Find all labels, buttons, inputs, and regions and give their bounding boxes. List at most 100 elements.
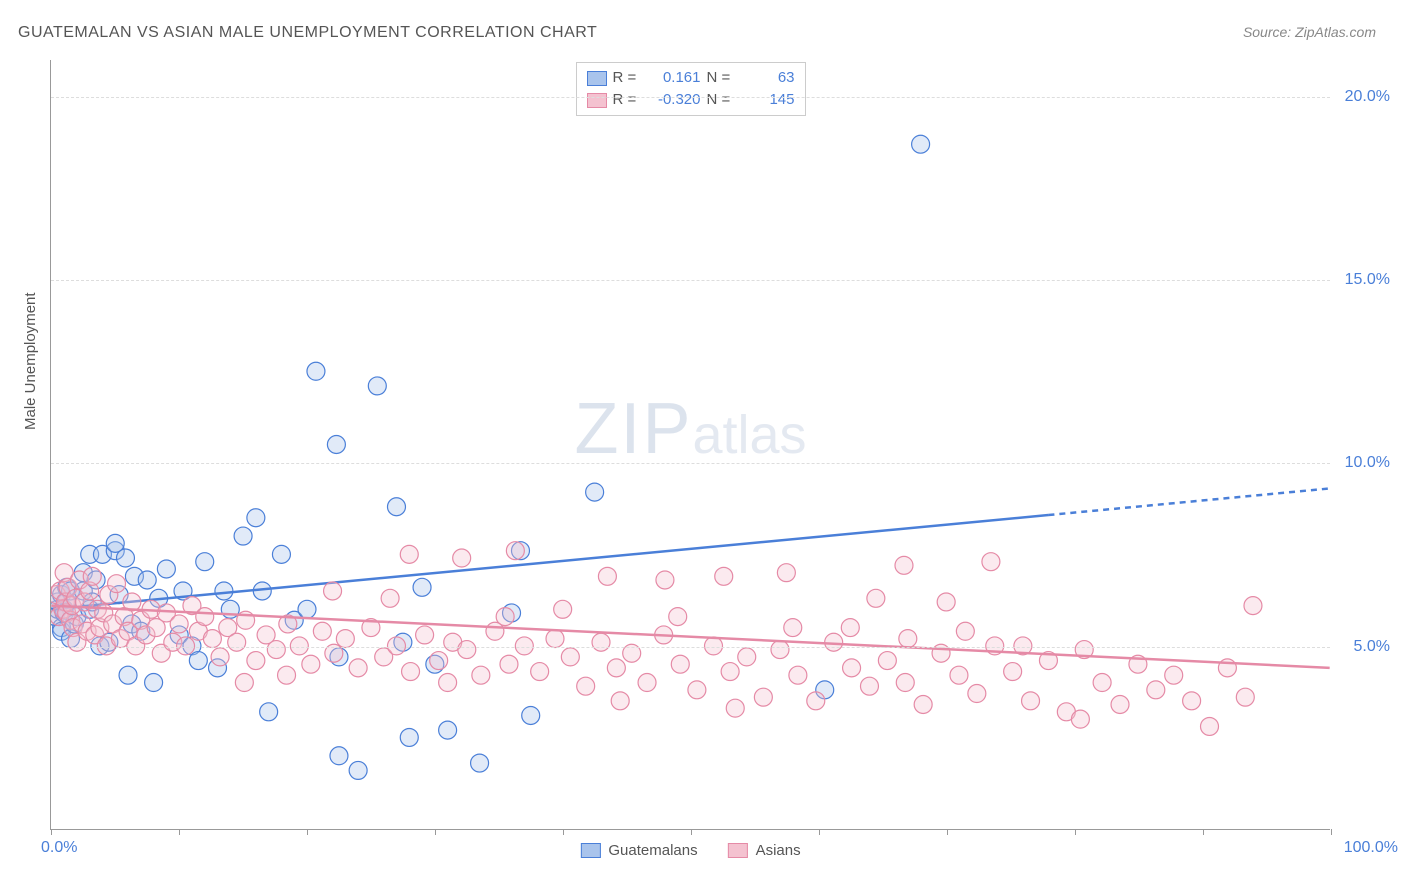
- data-point-asians: [108, 575, 126, 593]
- data-point-guatemalans: [100, 633, 118, 651]
- data-point-asians: [453, 549, 471, 567]
- data-point-asians: [83, 567, 101, 585]
- data-point-guatemalans: [174, 582, 192, 600]
- data-point-asians: [1111, 696, 1129, 714]
- gridline: [51, 97, 1330, 98]
- data-point-guatemalans: [816, 681, 834, 699]
- data-point-guatemalans: [51, 608, 64, 626]
- data-point-asians: [349, 659, 367, 677]
- series-legend: GuatemalansAsians: [580, 842, 800, 859]
- data-point-asians: [62, 611, 80, 629]
- data-point-asians: [841, 619, 859, 637]
- data-point-asians: [68, 633, 86, 651]
- data-point-asians: [1039, 652, 1057, 670]
- data-point-guatemalans: [106, 534, 124, 552]
- data-point-asians: [147, 619, 165, 637]
- data-point-guatemalans: [400, 728, 418, 746]
- data-point-guatemalans: [234, 527, 252, 545]
- x-tick: [947, 829, 948, 835]
- data-point-asians: [1244, 597, 1262, 615]
- legend-swatch-asians: [728, 843, 748, 858]
- data-point-asians: [400, 545, 418, 563]
- data-point-asians: [381, 589, 399, 607]
- data-point-guatemalans: [81, 545, 99, 563]
- legend-label-asians: Asians: [756, 842, 801, 859]
- legend-swatch-guatemalans: [587, 71, 607, 86]
- data-point-guatemalans: [330, 747, 348, 765]
- data-point-asians: [638, 674, 656, 692]
- data-point-asians: [302, 655, 320, 673]
- correlation-legend: R =0.161N =63R =-0.320N =145: [576, 62, 806, 116]
- data-point-asians: [1183, 692, 1201, 710]
- y-tick-label: 20.0%: [1345, 88, 1390, 106]
- data-point-asians: [51, 582, 69, 600]
- data-point-asians: [257, 626, 275, 644]
- data-point-asians: [607, 659, 625, 677]
- data-point-asians: [1093, 674, 1111, 692]
- data-point-asians: [688, 681, 706, 699]
- data-point-asians: [100, 586, 118, 604]
- regression-line-asians: [51, 606, 1329, 668]
- data-point-asians: [430, 652, 448, 670]
- data-point-guatemalans: [285, 611, 303, 629]
- data-point-asians: [137, 626, 155, 644]
- data-point-guatemalans: [368, 377, 386, 395]
- data-point-asians: [721, 663, 739, 681]
- data-point-asians: [1129, 655, 1147, 673]
- data-point-asians: [324, 582, 342, 600]
- data-point-guatemalans: [215, 582, 233, 600]
- legend-swatch-asians: [587, 93, 607, 108]
- data-point-guatemalans: [62, 582, 80, 600]
- data-point-guatemalans: [912, 135, 930, 153]
- x-tick: [179, 829, 180, 835]
- data-point-guatemalans: [511, 542, 529, 560]
- gridline: [51, 280, 1330, 281]
- legend-swatch-guatemalans: [580, 843, 600, 858]
- data-point-asians: [968, 685, 986, 703]
- data-point-asians: [506, 542, 524, 560]
- data-point-asians: [878, 652, 896, 670]
- data-point-guatemalans: [196, 553, 214, 571]
- data-point-guatemalans: [260, 703, 278, 721]
- data-point-asians: [278, 666, 296, 684]
- watermark: ZIPatlas: [574, 388, 806, 470]
- data-point-asians: [777, 564, 795, 582]
- data-point-guatemalans: [87, 571, 105, 589]
- data-point-asians: [860, 677, 878, 695]
- y-tick-label: 10.0%: [1345, 454, 1390, 472]
- chart-container: GUATEMALAN VS ASIAN MALE UNEMPLOYMENT CO…: [0, 0, 1406, 892]
- data-point-asians: [486, 622, 504, 640]
- legend-row-guatemalans: R =0.161N =63: [587, 67, 795, 89]
- data-point-asians: [1022, 692, 1040, 710]
- data-point-asians: [598, 567, 616, 585]
- data-point-asians: [895, 556, 913, 574]
- scatter-svg-layer: [51, 60, 1330, 829]
- data-point-guatemalans: [116, 549, 134, 567]
- data-point-asians: [81, 582, 99, 600]
- x-tick: [435, 829, 436, 835]
- data-point-asians: [183, 597, 201, 615]
- n-label: N =: [707, 67, 737, 89]
- data-point-guatemalans: [272, 545, 290, 563]
- data-point-guatemalans: [123, 615, 141, 633]
- data-point-asians: [237, 611, 255, 629]
- data-point-guatemalans: [387, 498, 405, 516]
- data-point-guatemalans: [83, 593, 101, 611]
- n-value: 145: [743, 89, 795, 111]
- data-point-guatemalans: [119, 666, 137, 684]
- regression-line-guatemalans: [51, 515, 1048, 609]
- data-point-asians: [313, 622, 331, 640]
- data-point-guatemalans: [93, 545, 111, 563]
- data-point-asians: [170, 615, 188, 633]
- data-point-asians: [950, 666, 968, 684]
- data-point-guatemalans: [58, 593, 76, 611]
- y-tick-label: 5.0%: [1354, 638, 1390, 656]
- data-point-asians: [754, 688, 772, 706]
- data-point-asians: [73, 615, 91, 633]
- data-point-guatemalans: [53, 622, 71, 640]
- data-point-asians: [914, 696, 932, 714]
- data-point-asians: [104, 615, 122, 633]
- x-tick: [1203, 829, 1204, 835]
- data-point-asians: [58, 604, 76, 622]
- data-point-guatemalans: [221, 600, 239, 618]
